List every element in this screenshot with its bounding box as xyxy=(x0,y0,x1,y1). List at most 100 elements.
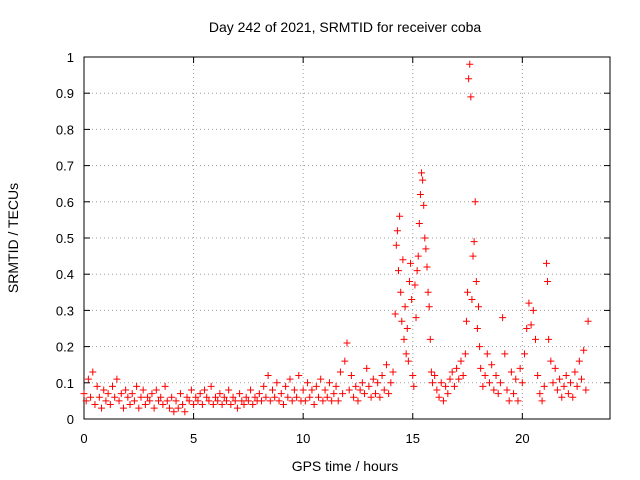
data-point xyxy=(462,317,470,325)
data-point xyxy=(201,386,209,394)
y-tick-label: 0.9 xyxy=(56,86,74,101)
data-point xyxy=(389,368,397,376)
data-point xyxy=(444,390,452,398)
data-point xyxy=(122,386,130,394)
data-point xyxy=(431,372,439,380)
data-point xyxy=(365,382,373,390)
data-point xyxy=(414,252,422,260)
data-point xyxy=(523,325,531,332)
grid-lines xyxy=(84,57,610,419)
data-point xyxy=(416,191,424,199)
data-point xyxy=(467,93,475,101)
data-point xyxy=(573,382,581,390)
data-point xyxy=(354,397,362,405)
data-point xyxy=(216,390,224,398)
data-point xyxy=(516,364,524,372)
data-point xyxy=(334,397,342,405)
data-point xyxy=(468,296,476,304)
data-point xyxy=(343,339,351,347)
data-point xyxy=(395,267,403,275)
data-point xyxy=(472,277,480,285)
data-point xyxy=(203,393,211,401)
data-point xyxy=(578,375,586,383)
data-point xyxy=(315,393,323,401)
data-point xyxy=(507,368,515,376)
data-point xyxy=(102,397,110,405)
data-point xyxy=(319,397,327,405)
data-point xyxy=(84,375,92,383)
data-point xyxy=(584,317,592,325)
data-point xyxy=(382,361,390,369)
data-point xyxy=(582,386,590,394)
data-point xyxy=(139,386,147,394)
data-point xyxy=(455,375,463,383)
data-point xyxy=(258,397,266,405)
data-point xyxy=(350,393,358,401)
data-point xyxy=(401,303,409,311)
data-point xyxy=(128,390,136,398)
data-point xyxy=(505,397,513,405)
x-tick-labels: 0 5 10 15 20 xyxy=(80,431,529,446)
data-point xyxy=(469,252,477,260)
data-point xyxy=(242,393,250,401)
data-point xyxy=(317,375,325,383)
data-point xyxy=(439,397,447,405)
data-point xyxy=(442,382,450,390)
data-point xyxy=(279,401,287,409)
data-point xyxy=(229,393,237,401)
data-point xyxy=(415,220,423,228)
data-point xyxy=(137,393,145,401)
data-point xyxy=(113,375,121,383)
x-tick-label: 0 xyxy=(80,431,87,446)
data-point xyxy=(399,256,407,264)
data-point xyxy=(479,382,487,390)
data-point xyxy=(367,393,375,401)
data-point xyxy=(494,390,502,398)
data-point xyxy=(358,379,366,387)
data-point xyxy=(352,382,360,390)
data-point xyxy=(148,390,156,398)
data-point xyxy=(290,386,298,394)
data-point xyxy=(323,393,331,401)
data-point xyxy=(152,386,160,394)
data-point xyxy=(238,397,246,405)
data-point xyxy=(536,390,544,398)
data-point xyxy=(387,379,395,387)
data-point xyxy=(130,397,138,405)
data-point xyxy=(299,386,307,394)
data-point xyxy=(249,401,257,409)
data-point xyxy=(397,288,405,296)
data-point xyxy=(233,404,241,412)
data-point xyxy=(409,372,417,380)
data-point xyxy=(419,176,427,184)
data-point xyxy=(168,393,176,401)
data-point xyxy=(551,364,559,372)
data-point xyxy=(236,390,244,398)
data-point xyxy=(428,379,436,387)
data-point xyxy=(490,386,498,394)
data-point xyxy=(453,364,461,372)
data-point xyxy=(266,397,274,405)
data-point xyxy=(227,401,235,409)
data-point xyxy=(485,379,493,387)
data-point xyxy=(133,382,141,390)
data-point xyxy=(205,397,213,405)
y-tick-label: 0.1 xyxy=(56,376,74,391)
data-point xyxy=(273,379,281,387)
y-tick-label: 1 xyxy=(67,50,74,65)
data-point xyxy=(89,368,97,376)
data-point xyxy=(492,372,500,380)
data-point xyxy=(567,379,575,387)
data-point xyxy=(119,404,127,412)
data-point xyxy=(225,386,233,394)
data-point xyxy=(183,393,191,401)
data-point xyxy=(251,393,259,401)
data-point xyxy=(374,379,382,387)
data-point xyxy=(545,335,553,343)
data-point xyxy=(483,350,491,358)
data-point xyxy=(408,296,416,304)
data-point xyxy=(531,335,539,343)
data-point xyxy=(580,346,588,354)
data-point xyxy=(380,386,388,394)
data-point xyxy=(501,350,509,358)
